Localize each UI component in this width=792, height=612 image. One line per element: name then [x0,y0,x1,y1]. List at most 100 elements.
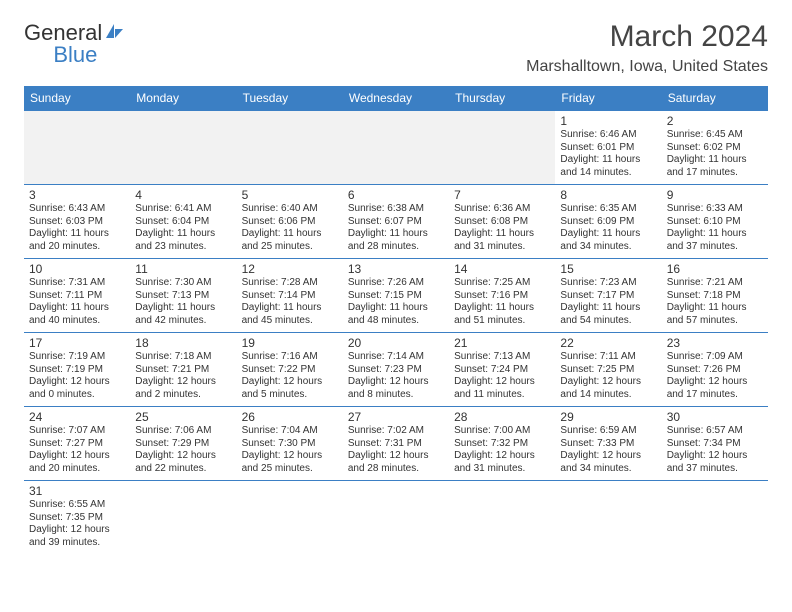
header: General March 2024 Marshalltown, Iowa, U… [24,20,768,76]
day-header: Monday [130,86,236,111]
day-info: Sunrise: 6:45 AM [667,129,763,142]
day-info: and 23 minutes. [135,241,231,254]
day-info: Sunrise: 6:36 AM [454,203,550,216]
calendar-week: 31Sunrise: 6:55 AMSunset: 7:35 PMDayligh… [24,481,768,555]
day-number: 27 [348,410,444,424]
day-info: Daylight: 12 hours [29,524,125,537]
day-info: and 5 minutes. [242,389,338,402]
day-info: Daylight: 11 hours [560,154,656,167]
day-info: Sunset: 6:04 PM [135,216,231,229]
day-info: and 42 minutes. [135,315,231,328]
day-info: Sunrise: 7:07 AM [29,425,125,438]
day-info: Daylight: 12 hours [454,376,550,389]
calendar-week: 24Sunrise: 7:07 AMSunset: 7:27 PMDayligh… [24,407,768,481]
day-info: Sunset: 7:13 PM [135,290,231,303]
calendar-day: 15Sunrise: 7:23 AMSunset: 7:17 PMDayligh… [555,259,661,333]
day-info: Sunrise: 7:04 AM [242,425,338,438]
calendar-empty [237,481,343,555]
day-info: and 45 minutes. [242,315,338,328]
day-info: Sunset: 7:14 PM [242,290,338,303]
day-info: Sunset: 7:33 PM [560,438,656,451]
day-info: Sunrise: 6:40 AM [242,203,338,216]
day-info: Daylight: 11 hours [454,228,550,241]
day-info: Sunset: 7:15 PM [348,290,444,303]
calendar-day: 1Sunrise: 6:46 AMSunset: 6:01 PMDaylight… [555,111,661,185]
day-info: Sunrise: 6:57 AM [667,425,763,438]
day-info: Sunrise: 7:02 AM [348,425,444,438]
day-info: Sunset: 6:06 PM [242,216,338,229]
sail-icon [104,20,126,46]
day-info: Sunset: 6:09 PM [560,216,656,229]
day-info: Daylight: 12 hours [242,376,338,389]
day-info: Sunrise: 7:31 AM [29,277,125,290]
calendar-empty [555,481,661,555]
day-number: 26 [242,410,338,424]
calendar-week: 1Sunrise: 6:46 AMSunset: 6:01 PMDaylight… [24,111,768,185]
day-info: Daylight: 11 hours [667,302,763,315]
day-info: and 25 minutes. [242,463,338,476]
calendar-empty [24,111,130,185]
day-info: Daylight: 12 hours [135,450,231,463]
calendar-empty [237,111,343,185]
day-info: and 22 minutes. [135,463,231,476]
calendar-week: 3Sunrise: 6:43 AMSunset: 6:03 PMDaylight… [24,185,768,259]
day-info: Sunrise: 7:13 AM [454,351,550,364]
day-info: and 54 minutes. [560,315,656,328]
day-info: Daylight: 11 hours [560,302,656,315]
day-info: Sunrise: 7:25 AM [454,277,550,290]
day-info: Sunrise: 7:19 AM [29,351,125,364]
calendar-body: 1Sunrise: 6:46 AMSunset: 6:01 PMDaylight… [24,111,768,555]
day-info: Daylight: 12 hours [242,450,338,463]
day-info: Sunrise: 7:11 AM [560,351,656,364]
day-info: Daylight: 12 hours [454,450,550,463]
day-info: Daylight: 11 hours [667,228,763,241]
day-header: Saturday [662,86,768,111]
calendar-day: 29Sunrise: 6:59 AMSunset: 7:33 PMDayligh… [555,407,661,481]
day-info: Sunrise: 7:30 AM [135,277,231,290]
calendar-empty [662,481,768,555]
day-header: Friday [555,86,661,111]
day-number: 15 [560,262,656,276]
day-info: Sunrise: 7:09 AM [667,351,763,364]
calendar-empty [449,481,555,555]
day-info: and 51 minutes. [454,315,550,328]
day-number: 16 [667,262,763,276]
calendar-day: 7Sunrise: 6:36 AMSunset: 6:08 PMDaylight… [449,185,555,259]
calendar-day: 21Sunrise: 7:13 AMSunset: 7:24 PMDayligh… [449,333,555,407]
calendar-empty [449,111,555,185]
day-info: Sunrise: 7:28 AM [242,277,338,290]
day-info: Daylight: 12 hours [29,376,125,389]
day-info: Daylight: 12 hours [560,376,656,389]
day-info: Sunrise: 6:41 AM [135,203,231,216]
day-info: Sunrise: 6:46 AM [560,129,656,142]
day-number: 17 [29,336,125,350]
calendar-empty [343,111,449,185]
day-info: Sunset: 7:27 PM [29,438,125,451]
calendar-empty [343,481,449,555]
day-header: Tuesday [237,86,343,111]
calendar-day: 20Sunrise: 7:14 AMSunset: 7:23 PMDayligh… [343,333,449,407]
day-info: Sunset: 7:19 PM [29,364,125,377]
day-info: and 34 minutes. [560,241,656,254]
day-info: and 37 minutes. [667,241,763,254]
day-number: 23 [667,336,763,350]
day-info: Sunrise: 6:33 AM [667,203,763,216]
day-info: and 37 minutes. [667,463,763,476]
day-info: Sunset: 7:35 PM [29,512,125,525]
calendar-empty [130,481,236,555]
day-number: 18 [135,336,231,350]
day-info: Sunrise: 6:59 AM [560,425,656,438]
day-info: and 25 minutes. [242,241,338,254]
day-info: Daylight: 11 hours [667,154,763,167]
day-info: Sunset: 6:02 PM [667,142,763,155]
location: Marshalltown, Iowa, United States [526,58,768,76]
day-header: Thursday [449,86,555,111]
day-info: Sunset: 7:24 PM [454,364,550,377]
calendar-day: 5Sunrise: 6:40 AMSunset: 6:06 PMDaylight… [237,185,343,259]
day-info: Daylight: 11 hours [29,228,125,241]
day-number: 1 [560,114,656,128]
day-number: 7 [454,188,550,202]
day-number: 20 [348,336,444,350]
day-info: Daylight: 12 hours [348,376,444,389]
day-info: and 34 minutes. [560,463,656,476]
